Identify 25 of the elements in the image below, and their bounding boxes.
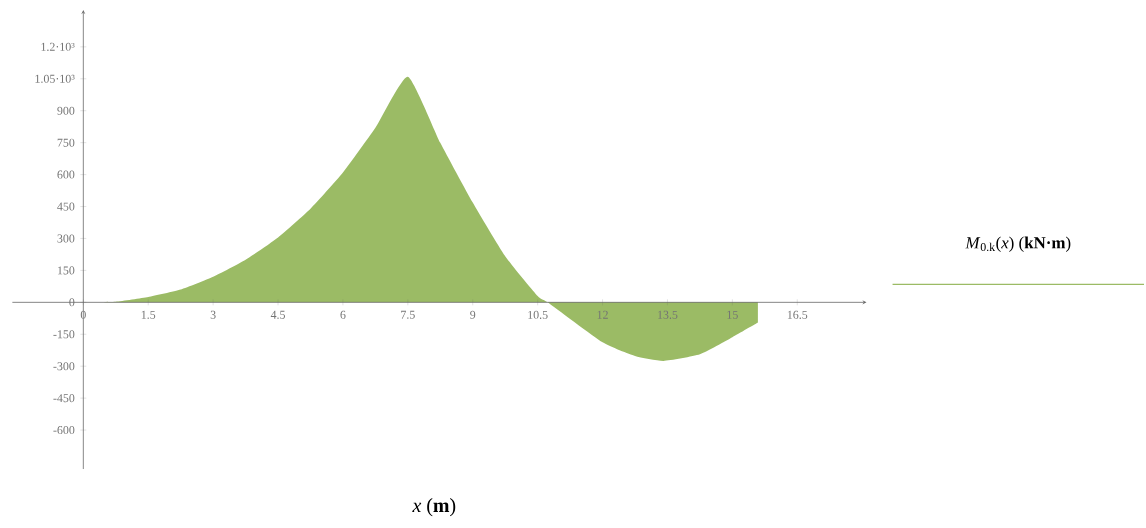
x-tick-label: 7.5 (401, 310, 415, 319)
x-tick-label: 10.5 (528, 310, 548, 319)
x-tick-label: 3 (210, 310, 216, 319)
text: M$_{0.k}$(x) (kN·m) (965, 236, 1071, 253)
y-tick-label: 750 (57, 138, 75, 147)
x-tick-label: 16.5 (787, 310, 808, 319)
y-tick-label: 900 (57, 106, 75, 115)
y-tick-label: 300 (57, 234, 75, 243)
x-tick-label: 12 (597, 310, 608, 319)
x-tick-label: 1.5 (141, 310, 156, 319)
y-tick-label: 600 (57, 170, 75, 179)
x-tick-label: 4.5 (270, 310, 286, 319)
y-tick-label: 1.05·10³ (35, 74, 75, 83)
y-tick-label: -150 (53, 330, 75, 339)
y-tick-label: 150 (57, 266, 75, 275)
y-tick-label: -450 (53, 394, 75, 403)
x-tick-label: 13.5 (658, 310, 678, 319)
x-tick-label: 6 (340, 310, 346, 319)
x-tick-label: 9 (470, 310, 476, 319)
y-tick-label: 1.2·10³ (41, 42, 75, 51)
x-axis-title: x (m) (412, 498, 456, 517)
y-tick-label: -300 (53, 362, 75, 371)
y-tick-label: -600 (53, 426, 75, 435)
x-tick-label: 15 (727, 310, 738, 319)
y-tick-label: 450 (57, 202, 75, 211)
